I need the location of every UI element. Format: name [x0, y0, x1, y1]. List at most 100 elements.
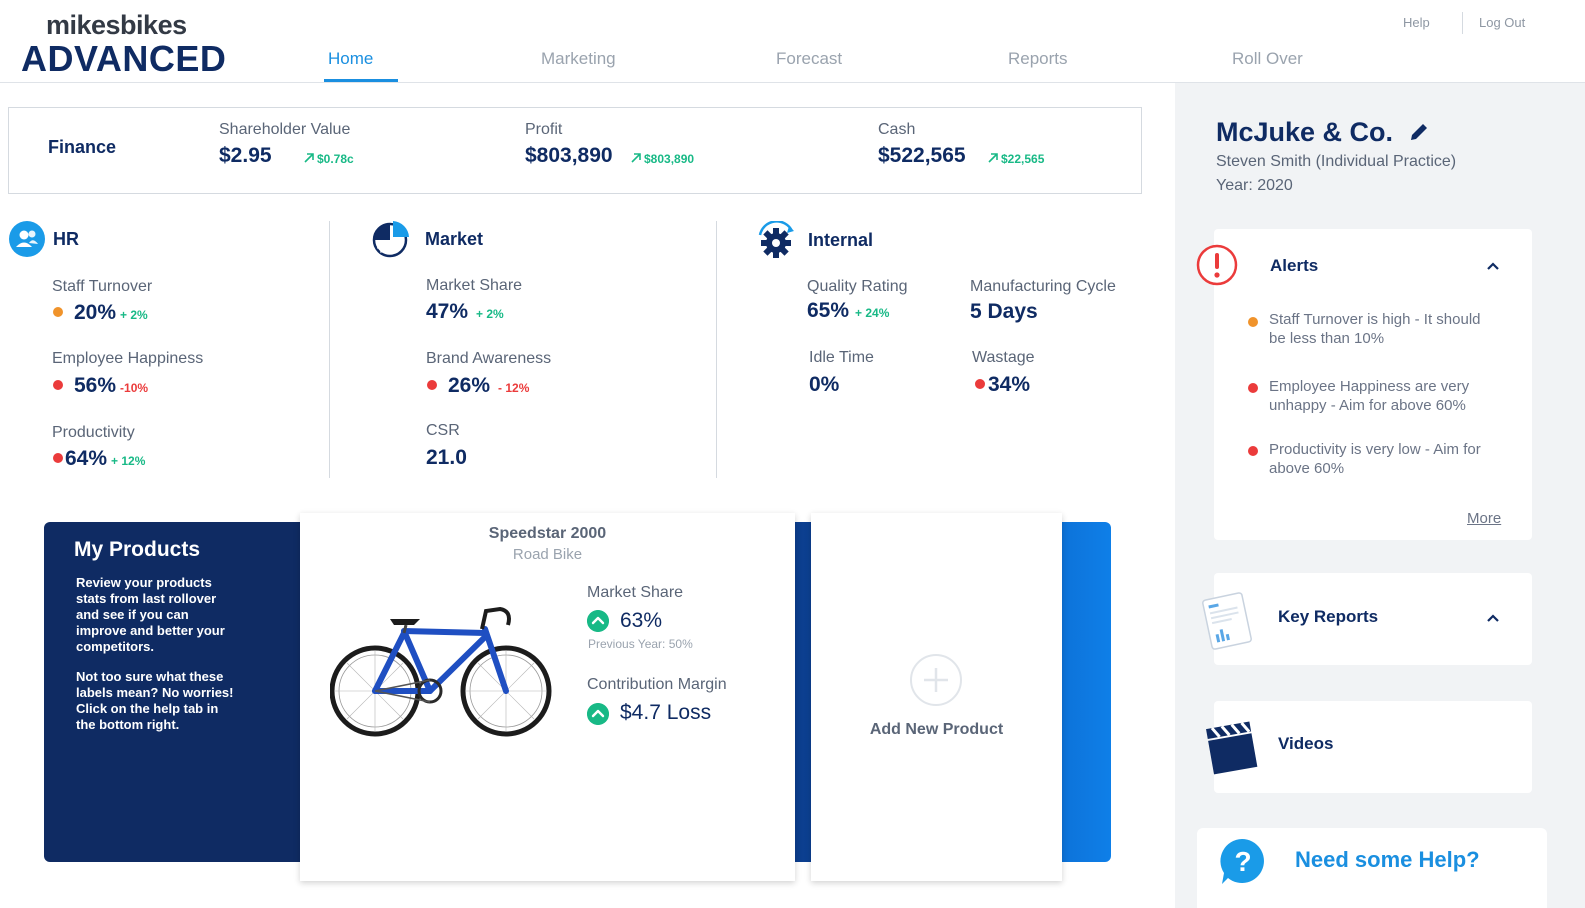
cash-value: $522,565: [878, 144, 966, 167]
road-bike-image: [330, 606, 552, 737]
productivity-delta: + 12%: [111, 454, 146, 468]
productivity-value: 64% + 12%: [65, 447, 146, 470]
quality-rating-value: 65% + 24%: [807, 299, 890, 322]
market-share-label: Market Share: [426, 277, 523, 294]
products-title: My Products: [74, 538, 201, 561]
staff-turnover-value: 20% + 2%: [74, 301, 148, 324]
staff-turnover-label: Staff Turnover: [52, 278, 153, 295]
hr-title: HR: [53, 229, 79, 249]
shareholder-delta: $0.78c: [317, 152, 354, 166]
clapperboard-icon: [1206, 721, 1258, 775]
critical-dot: [53, 380, 63, 390]
market-title: Market: [425, 229, 484, 249]
section-divider: [329, 221, 330, 478]
internal-title: Internal: [808, 230, 874, 250]
csr-label: CSR: [426, 422, 460, 439]
alerts-card: [1214, 229, 1532, 540]
market-share-value: 47% + 2%: [426, 300, 504, 323]
product-market-share-label: Market Share: [587, 584, 684, 601]
brand-awareness-value: 26% - 12%: [448, 374, 530, 397]
product-market-share-value: 63%: [620, 609, 663, 632]
plus-icon: [924, 668, 948, 692]
videos-title: Videos: [1278, 734, 1334, 753]
critical-dot: [1248, 383, 1258, 393]
idle-time-value: 0%: [809, 373, 840, 396]
trend-up-icon: [587, 703, 609, 725]
key-reports-title: Key Reports: [1278, 607, 1379, 626]
warning-dot: [53, 307, 63, 317]
cash-delta: $22,565: [1001, 152, 1045, 166]
critical-dot: [1248, 446, 1258, 456]
chevron-up-icon[interactable]: [1486, 259, 1500, 273]
tab-forecast[interactable]: Forecast: [776, 49, 843, 68]
critical-dot: [975, 379, 985, 389]
alerts-title: Alerts: [1270, 256, 1319, 275]
company-name: McJuke & Co.: [1216, 117, 1394, 147]
tab-marketing[interactable]: Marketing: [541, 49, 616, 68]
manufacturing-cycle-value: 5 Days: [970, 300, 1038, 323]
brand-awareness-label: Brand Awareness: [426, 350, 552, 367]
company-year: Year: 2020: [1216, 177, 1293, 194]
finance-title: Finance: [48, 137, 117, 157]
help-prompt[interactable]: Need some Help?: [1295, 847, 1480, 872]
shareholder-value: $2.95: [219, 144, 272, 167]
active-tab-indicator: [324, 79, 398, 82]
logo-subtitle[interactable]: ADVANCED: [21, 38, 227, 79]
logout-link[interactable]: Log Out: [1479, 15, 1526, 30]
alert-item: Productivity is very low - Aim for above…: [1269, 441, 1481, 477]
products-description: Review your products stats from last rol…: [76, 575, 225, 654]
staff-turnover-delta: + 2%: [120, 308, 148, 322]
trend-up-icon: [587, 610, 609, 632]
help-link[interactable]: Help: [1403, 15, 1430, 30]
company-owner: Steven Smith (Individual Practice): [1216, 153, 1457, 170]
trend-up-icon: [631, 153, 641, 163]
trend-up-icon: [988, 153, 998, 163]
csr-value: 21.0: [426, 446, 467, 469]
warning-dot: [1248, 317, 1258, 327]
shareholder-value-label: Shareholder Value: [219, 121, 351, 138]
profit-delta: $803,890: [644, 152, 695, 166]
products-help-hint: Not too sure what these labels mean? No …: [76, 669, 234, 732]
gear-icon: [758, 221, 794, 258]
videos-card[interactable]: [1214, 701, 1532, 793]
header-divider: [1462, 12, 1463, 34]
contribution-margin-label: Contribution Margin: [587, 676, 727, 693]
employee-happiness-value: 56% -10%: [74, 374, 149, 397]
cash-label: Cash: [878, 121, 916, 138]
report-document-icon: [1202, 592, 1252, 650]
chevron-up-icon[interactable]: [1486, 611, 1500, 625]
quality-rating-label: Quality Rating: [807, 278, 908, 295]
tab-reports[interactable]: Reports: [1008, 49, 1068, 68]
section-divider: [716, 221, 717, 478]
alerts-more-link[interactable]: More: [1467, 510, 1502, 527]
brand-awareness-delta: - 12%: [498, 381, 530, 395]
question-bubble-icon: ?: [1220, 839, 1264, 884]
employee-happiness-delta: -10%: [120, 381, 149, 395]
pie-chart-icon: [372, 221, 409, 258]
wastage-value: 34%: [988, 373, 1031, 396]
add-product-button[interactable]: [910, 654, 962, 706]
add-product-label: Add New Product: [869, 721, 1004, 738]
logo-wordmark[interactable]: mikesbikes: [46, 10, 187, 40]
finance-panel: [8, 107, 1142, 194]
market-share-delta: + 2%: [476, 307, 504, 321]
quality-rating-delta: + 24%: [855, 306, 890, 320]
pencil-edit-icon[interactable]: [1407, 120, 1431, 144]
svg-text:?: ?: [1234, 846, 1251, 877]
top-header: mikesbikes ADVANCED Home Marketing Forec…: [0, 0, 1585, 83]
product-name: Speedstar 2000: [488, 525, 607, 542]
key-reports-card[interactable]: [1214, 573, 1532, 665]
contribution-margin-value: $4.7 Loss: [620, 701, 712, 724]
tab-roll-over[interactable]: Roll Over: [1232, 49, 1303, 68]
tab-home[interactable]: Home: [328, 49, 374, 68]
trend-up-icon: [304, 153, 314, 163]
product-type: Road Bike: [512, 546, 583, 563]
alert-item: Staff Turnover is high - It should be le…: [1269, 311, 1481, 347]
manufacturing-cycle-label: Manufacturing Cycle: [970, 278, 1116, 295]
hr-people-icon: [9, 221, 45, 257]
profit-value: $803,890: [525, 144, 613, 167]
profit-label: Profit: [525, 121, 563, 138]
critical-dot: [427, 380, 437, 390]
productivity-label: Productivity: [52, 424, 135, 441]
